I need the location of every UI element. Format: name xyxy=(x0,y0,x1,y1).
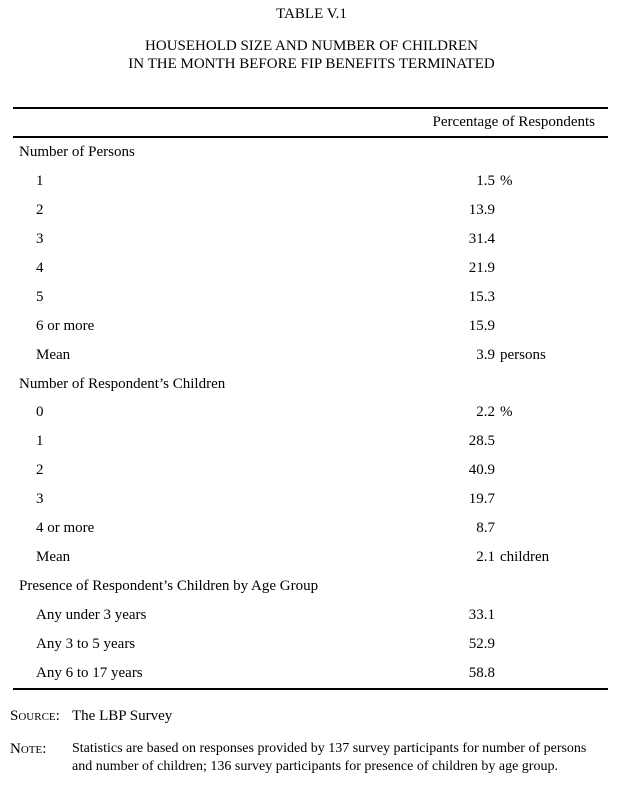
row-value: 2.1 children xyxy=(420,543,549,572)
note-label: Note: xyxy=(10,740,47,757)
row-value: 1.5% xyxy=(420,167,513,196)
row-label: Mean xyxy=(36,549,71,566)
row-value-number: 31.4 xyxy=(468,230,495,247)
section-header: Number of Respondent’s Children xyxy=(0,370,623,399)
row-value-number: 2.2 xyxy=(476,404,495,421)
table-rule-top xyxy=(13,107,608,109)
row-value-number: 8.7 xyxy=(476,520,495,537)
row-value-number: 52.9 xyxy=(468,635,495,652)
row-label: 3 xyxy=(36,491,44,508)
row-value: 15.3 xyxy=(420,283,495,312)
table-row: 2 40.9 xyxy=(0,456,623,485)
source-label: Source: xyxy=(10,707,60,724)
row-label: 4 xyxy=(36,259,44,276)
row-label: 3 xyxy=(36,230,44,247)
table-title-line1: HOUSEHOLD SIZE AND NUMBER OF CHILDREN xyxy=(145,38,478,54)
table-row: Mean 3.9 persons xyxy=(0,341,623,370)
section-header-label: Number of Respondent’s Children xyxy=(19,375,226,392)
row-value: 8.7 xyxy=(420,514,495,543)
row-value-number: 19.7 xyxy=(468,491,495,508)
row-value-number: 40.9 xyxy=(468,462,495,479)
row-value: 15.9 xyxy=(420,312,495,341)
table-row: 2 13.9 xyxy=(0,196,623,225)
row-label: Any under 3 years xyxy=(36,607,147,623)
note-row: Note: Statistics are based on responses … xyxy=(10,740,623,776)
note-line-2: and number of children; 136 survey parti… xyxy=(72,758,558,774)
section-header-label: Presence of Respondent’s Children by Age… xyxy=(19,578,319,595)
row-value-number: 1.5 xyxy=(476,172,495,189)
table-row: 4 or more 8.7 xyxy=(0,514,623,543)
row-label: 5 xyxy=(36,288,44,305)
table-row: Mean 2.1 children xyxy=(0,543,623,572)
row-label: 2 xyxy=(36,201,44,218)
row-value: 3.9 persons xyxy=(420,341,546,370)
source-text: The LBP Survey xyxy=(72,707,173,724)
source-row: Source: The LBP Survey xyxy=(10,708,623,724)
row-value: 31.4 xyxy=(420,225,495,254)
table-number: TABLE V.1 xyxy=(276,6,347,22)
table-row: Any 3 to 5 years 52.9 xyxy=(0,630,623,659)
row-label: 0 xyxy=(36,404,44,421)
row-value-number: 33.1 xyxy=(468,607,495,623)
table-rule-header xyxy=(13,136,608,138)
table-row: Any under 3 years 33.1 xyxy=(0,601,623,630)
table-row: 3 31.4 xyxy=(0,225,623,254)
row-value: 21.9 xyxy=(420,254,495,283)
table-row: 3 19.7 xyxy=(0,485,623,514)
note-line-1: Statistics are based on responses provid… xyxy=(72,740,587,756)
row-value: 19.7 xyxy=(420,485,495,514)
row-value-number: 3.9 xyxy=(476,346,495,363)
row-label: 4 or more xyxy=(36,520,95,537)
row-value-suffix: children xyxy=(500,549,550,566)
section-header: Number of Persons xyxy=(0,138,623,167)
row-value-number: 28.5 xyxy=(468,433,495,450)
row-value-suffix: % xyxy=(500,404,513,421)
row-label: Any 3 to 5 years xyxy=(36,635,136,652)
table-row: 0 2.2% xyxy=(0,398,623,427)
row-label: 2 xyxy=(36,462,44,479)
row-label: Mean xyxy=(36,346,71,363)
row-label: 6 or more xyxy=(36,317,95,334)
table-row: 5 15.3 xyxy=(0,283,623,312)
row-value-number: 2.1 xyxy=(476,549,495,566)
row-label: Any 6 to 17 years xyxy=(36,664,143,681)
row-value: 2.2% xyxy=(420,398,513,427)
row-value-number: 15.3 xyxy=(468,288,495,305)
row-value: 13.9 xyxy=(420,196,495,225)
row-value: 52.9 xyxy=(420,630,495,659)
row-value: 28.5 xyxy=(420,427,495,456)
note-text: Statistics are based on responses provid… xyxy=(72,740,623,776)
row-label: 1 xyxy=(36,433,44,450)
table-title: HOUSEHOLD SIZE AND NUMBER OF CHILDREN IN… xyxy=(0,38,623,73)
row-value-number: 58.8 xyxy=(468,664,495,681)
table-row: 6 or more 15.9 xyxy=(0,312,623,341)
table-row: 1 28.5 xyxy=(0,427,623,456)
table-row: 4 21.9 xyxy=(0,254,623,283)
column-header: Percentage of Respondents xyxy=(432,114,595,130)
row-value: 33.1 xyxy=(420,601,495,630)
section-header: Presence of Respondent’s Children by Age… xyxy=(0,572,623,601)
row-value-number: 15.9 xyxy=(468,317,495,334)
table-title-line2: IN THE MONTH BEFORE FIP BENEFITS TERMINA… xyxy=(128,55,495,72)
table-rule-bottom xyxy=(13,687,608,690)
row-value: 58.8 xyxy=(420,659,495,688)
section-header-label: Number of Persons xyxy=(19,144,135,160)
row-value-suffix: % xyxy=(500,172,513,189)
row-value: 40.9 xyxy=(420,456,495,485)
table-row: 1 1.5% xyxy=(0,167,623,196)
row-value-number: 21.9 xyxy=(468,259,495,276)
table-row: Any 6 to 17 years 58.8 xyxy=(0,659,623,688)
table-body: Number of Persons 1 1.5% 2 13.9 3 31.4 4 21.9 5 15… xyxy=(0,138,623,688)
row-value-number: 13.9 xyxy=(468,201,495,218)
row-value-suffix: persons xyxy=(500,346,546,363)
row-label: 1 xyxy=(36,172,44,189)
